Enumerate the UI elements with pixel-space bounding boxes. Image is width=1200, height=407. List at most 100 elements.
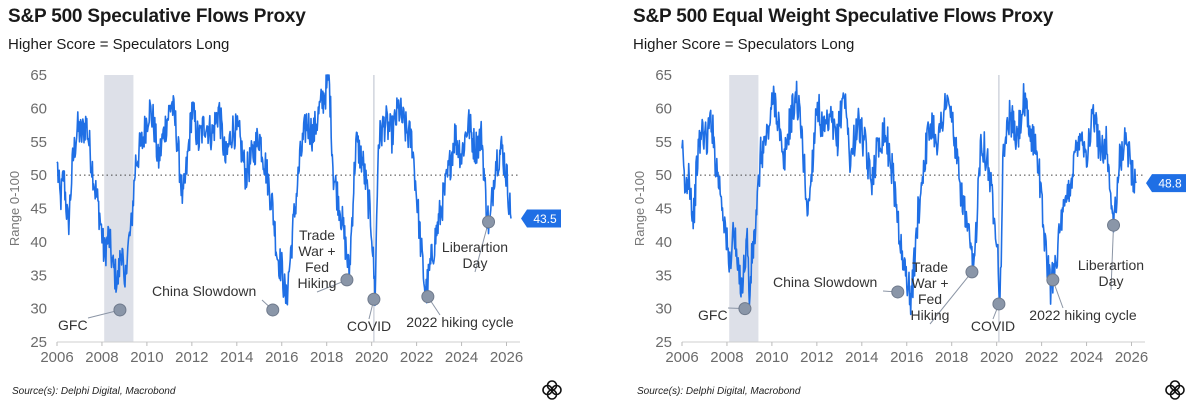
annotation-label: 2022 hiking cycle	[1029, 307, 1137, 323]
annotation-marker	[367, 292, 381, 306]
annotation-marker	[1046, 273, 1060, 287]
annotation-label: 2022 hiking cycle	[406, 314, 514, 330]
annotation-marker	[1107, 218, 1121, 232]
annotation-leader-line	[929, 271, 973, 325]
annotation-label-line: COVID	[347, 318, 391, 334]
y-tick-label: 30	[655, 301, 672, 318]
x-tick-label: 2012	[175, 349, 208, 366]
annotation-label-line: GFC	[698, 307, 728, 323]
x-tick-label: 2022	[400, 349, 433, 366]
y-tick-label: 50	[30, 167, 47, 184]
annotation-leader-line	[1110, 225, 1115, 291]
annotation-marker	[340, 273, 354, 287]
x-tick-label: 2018	[935, 349, 968, 366]
annotation-marker	[113, 303, 127, 317]
last-value-label: 43.5	[533, 212, 557, 226]
x-tick-label: 2020	[980, 349, 1013, 366]
x-tick-label: 2024	[1070, 349, 1103, 366]
annotation-leader-line	[474, 221, 490, 273]
y-tick-label: 45	[30, 201, 47, 218]
chart-subtitle: Higher Score = Speculators Long	[633, 36, 855, 53]
y-tick-label: 65	[30, 67, 47, 84]
y-tick-label: 40	[655, 234, 672, 251]
annotation-label-line: Fed	[305, 259, 329, 275]
annotation-label-line: COVID	[971, 318, 1015, 334]
y-tick-label: 25	[30, 334, 47, 351]
x-tick-label: 2008	[710, 349, 743, 366]
annotation-label: China Slowdown	[773, 274, 877, 290]
annotation-label: Liberartion Day	[1078, 257, 1144, 289]
line-chart: 25 30 35 40 45 50 55 60 65 2006 2008 2010 2012 2014 20…	[7, 67, 562, 366]
x-tick-label: 2024	[445, 349, 478, 366]
y-tick-label: 25	[655, 334, 672, 351]
y-tick-label: 65	[655, 67, 672, 84]
delphi-logo-icon	[542, 380, 562, 400]
x-tick-label: 2010	[130, 349, 163, 366]
x-tick-label: 2016	[265, 349, 298, 366]
annotation-marker	[482, 215, 496, 229]
annotation-label-line: War +	[911, 275, 948, 291]
y-tick-label: 35	[30, 267, 47, 284]
annotation-label-line: War +	[298, 243, 335, 259]
x-tick-label: 2014	[220, 349, 253, 366]
annotation-label-line: China Slowdown	[152, 283, 256, 299]
annotation-label: Liberartion Day	[442, 239, 508, 271]
annotation-label-line: Day	[463, 255, 488, 271]
y-axis-label: Range 0-100	[632, 171, 647, 246]
annotation-label: COVID	[347, 318, 391, 334]
y-tick-label: 55	[655, 134, 672, 151]
y-tick-label: 30	[30, 301, 47, 318]
y-axis-label: Range 0-100	[7, 171, 22, 246]
chart-title: S&P 500 Speculative Flows Proxy	[8, 6, 306, 27]
x-tick-label: 2012	[800, 349, 833, 366]
y-tick-label: 35	[655, 267, 672, 284]
line-chart: 25 30 35 40 45 50 55 60 65 2006 2008 2010 2012 2014 20…	[632, 67, 1187, 366]
annotation-label-line: Fed	[918, 291, 942, 307]
y-tick-label: 55	[30, 134, 47, 151]
y-tick-label: 60	[30, 100, 47, 117]
x-tick-label: 2026	[490, 349, 523, 366]
x-tick-label: 2008	[85, 349, 118, 366]
annotation-label-line: Liberartion	[1078, 257, 1144, 273]
annotation-label: COVID	[971, 318, 1015, 334]
annotation-label: Trade War + Fed Hiking	[911, 259, 950, 323]
delphi-logo-icon	[1165, 380, 1185, 400]
annotation-marker	[992, 297, 1006, 311]
annotation-label-line: Hiking	[911, 307, 950, 323]
annotation-label: China Slowdown	[152, 283, 256, 299]
shaded-period	[104, 75, 134, 342]
y-tick-label: 40	[30, 234, 47, 251]
shaded-period	[729, 75, 759, 342]
annotation-label-line: GFC	[58, 317, 88, 333]
chart-panel-right: S&P 500 Equal Weight Speculative Flows P…	[625, 0, 1200, 407]
annotation-marker	[266, 303, 280, 317]
x-tick-label: 2006	[665, 349, 698, 366]
x-tick-label: 2022	[1025, 349, 1058, 366]
x-tick-label: 2010	[755, 349, 788, 366]
annotation-marker	[421, 290, 435, 304]
series-line	[681, 80, 1137, 316]
annotation-marker	[965, 265, 979, 279]
annotation-marker	[891, 285, 905, 299]
x-tick-label: 2020	[355, 349, 388, 366]
y-tick-label: 60	[655, 100, 672, 117]
x-tick-label: 2016	[890, 349, 923, 366]
y-tick-label: 45	[655, 201, 672, 218]
annotation-label: Trade War + Fed Hiking	[298, 227, 337, 291]
chart-panel-left: S&P 500 Speculative Flows Proxy Higher S…	[7, 6, 562, 400]
annotation-label: GFC	[58, 317, 88, 333]
annotation-label-line: Day	[1099, 273, 1124, 289]
annotation-label-line: 2022 hiking cycle	[1029, 307, 1137, 323]
x-tick-label: 2026	[1115, 349, 1148, 366]
annotation-label-line: Liberartion	[442, 239, 508, 255]
annotation-label-line: Hiking	[298, 275, 337, 291]
last-value-tag	[521, 209, 562, 228]
last-value-label: 48.8	[1158, 177, 1182, 191]
x-tick-label: 2014	[845, 349, 878, 366]
annotation-label-line: China Slowdown	[773, 274, 877, 290]
annotation-label-line: 2022 hiking cycle	[406, 314, 514, 330]
chart-subtitle: Higher Score = Speculators Long	[8, 36, 230, 53]
annotation-label: GFC	[698, 307, 728, 323]
y-tick-label: 50	[655, 167, 672, 184]
x-tick-label: 2006	[40, 349, 73, 366]
